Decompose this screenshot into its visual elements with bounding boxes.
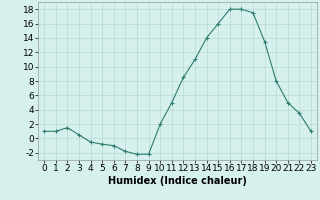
X-axis label: Humidex (Indice chaleur): Humidex (Indice chaleur) [108,176,247,186]
